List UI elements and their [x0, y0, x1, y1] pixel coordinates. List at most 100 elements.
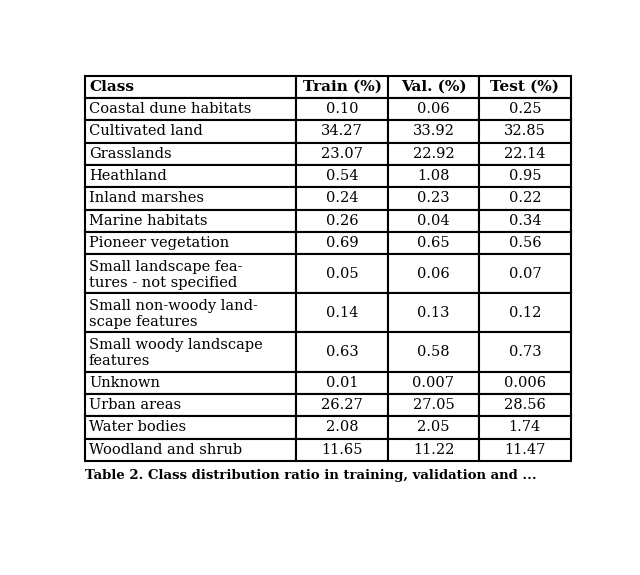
Bar [479, 120, 570, 143]
Text: 0.69: 0.69 [326, 236, 358, 250]
Bar [479, 293, 570, 332]
Bar [296, 210, 388, 232]
Text: Woodland and shrub: Woodland and shrub [89, 443, 242, 457]
Text: 33.92: 33.92 [413, 124, 454, 139]
Bar [479, 187, 570, 210]
Text: 0.26: 0.26 [326, 214, 358, 228]
Bar [85, 98, 296, 120]
Text: 32.85: 32.85 [504, 124, 546, 139]
Text: 0.12: 0.12 [509, 306, 541, 320]
Text: 1.08: 1.08 [417, 169, 450, 183]
Text: Water bodies: Water bodies [89, 420, 186, 434]
Text: Class: Class [89, 80, 134, 94]
Text: 27.05: 27.05 [413, 398, 454, 412]
Bar [85, 120, 296, 143]
Bar [388, 332, 479, 371]
Text: Pioneer vegetation: Pioneer vegetation [89, 236, 229, 250]
Text: 28.56: 28.56 [504, 398, 546, 412]
Bar [296, 394, 388, 416]
Bar [479, 165, 570, 187]
Bar [388, 439, 479, 461]
Text: 0.54: 0.54 [326, 169, 358, 183]
Text: Test (%): Test (%) [490, 80, 559, 94]
Bar [296, 143, 388, 165]
Text: 0.06: 0.06 [417, 102, 450, 116]
Bar [296, 187, 388, 210]
Text: 0.06: 0.06 [417, 267, 450, 281]
Text: Val. (%): Val. (%) [401, 80, 467, 94]
Bar [479, 416, 570, 439]
Bar [479, 76, 570, 98]
Bar [85, 254, 296, 293]
Bar [388, 210, 479, 232]
Bar [479, 143, 570, 165]
Text: Train (%): Train (%) [303, 80, 381, 94]
Bar [296, 98, 388, 120]
Text: 0.14: 0.14 [326, 306, 358, 320]
Text: 0.25: 0.25 [509, 102, 541, 116]
Text: 0.04: 0.04 [417, 214, 450, 228]
Text: 2.05: 2.05 [417, 420, 450, 434]
Bar [85, 293, 296, 332]
Bar [85, 232, 296, 254]
Text: 0.73: 0.73 [509, 345, 541, 359]
Bar [388, 394, 479, 416]
Text: Cultivated land: Cultivated land [89, 124, 203, 139]
Bar [296, 232, 388, 254]
Bar [388, 143, 479, 165]
Text: Heathland: Heathland [89, 169, 166, 183]
Bar [296, 254, 388, 293]
Bar [388, 416, 479, 439]
Text: 1.74: 1.74 [509, 420, 541, 434]
Bar [479, 439, 570, 461]
Bar [296, 76, 388, 98]
Bar [85, 165, 296, 187]
Bar [479, 98, 570, 120]
Text: Small woody landscape
features: Small woody landscape features [89, 338, 262, 369]
Text: 0.007: 0.007 [412, 375, 454, 390]
Text: 0.95: 0.95 [509, 169, 541, 183]
Bar [388, 187, 479, 210]
Text: 0.07: 0.07 [509, 267, 541, 281]
Bar [479, 371, 570, 394]
Bar [388, 371, 479, 394]
Text: 0.05: 0.05 [326, 267, 358, 281]
Text: 11.22: 11.22 [413, 443, 454, 457]
Text: Marine habitats: Marine habitats [89, 214, 207, 228]
Text: 26.27: 26.27 [321, 398, 363, 412]
Bar [296, 439, 388, 461]
Bar [296, 416, 388, 439]
Text: 0.23: 0.23 [417, 191, 450, 205]
Text: 11.47: 11.47 [504, 443, 545, 457]
Text: 0.56: 0.56 [509, 236, 541, 250]
Bar [296, 165, 388, 187]
Text: Small landscape fea-
tures - not specified: Small landscape fea- tures - not specifi… [89, 259, 243, 290]
Text: 0.34: 0.34 [509, 214, 541, 228]
Text: 34.27: 34.27 [321, 124, 363, 139]
Text: Inland marshes: Inland marshes [89, 191, 204, 205]
Bar [85, 210, 296, 232]
Bar [85, 76, 296, 98]
Bar [85, 371, 296, 394]
Text: Grasslands: Grasslands [89, 147, 172, 161]
Bar [388, 254, 479, 293]
Bar [388, 120, 479, 143]
Bar [479, 210, 570, 232]
Text: 11.65: 11.65 [321, 443, 363, 457]
Bar [479, 254, 570, 293]
Bar [85, 416, 296, 439]
Text: Small non-woody land-
scape features: Small non-woody land- scape features [89, 298, 258, 329]
Bar [479, 332, 570, 371]
Text: 0.24: 0.24 [326, 191, 358, 205]
Bar [85, 187, 296, 210]
Text: Coastal dune habitats: Coastal dune habitats [89, 102, 252, 116]
Text: 0.006: 0.006 [504, 375, 546, 390]
Bar [85, 143, 296, 165]
Bar [388, 98, 479, 120]
Bar [388, 293, 479, 332]
Bar [296, 371, 388, 394]
Text: 0.63: 0.63 [326, 345, 358, 359]
Bar [85, 332, 296, 371]
Bar [388, 165, 479, 187]
Bar [296, 332, 388, 371]
